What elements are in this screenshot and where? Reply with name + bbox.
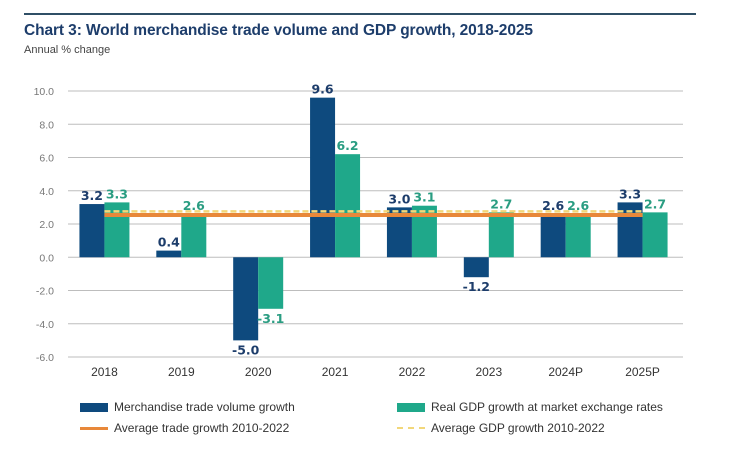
y-tick-label: 0.0 — [39, 252, 54, 264]
y-axis-ticks: 10.0 8.0 6.0 4.0 2.0 0.0 -2.0 -4.0 -6.0 — [34, 86, 55, 364]
legend-label-avg-gdp: Average GDP growth 2010-2022 — [431, 421, 605, 435]
bar-trade — [156, 250, 182, 258]
value-label-gdp: -3.1 — [257, 311, 284, 326]
x-tick-label: 2025P — [625, 365, 660, 379]
legend-label-trade: Merchandise trade volume growth — [114, 400, 295, 414]
y-tick-label: 2.0 — [39, 219, 54, 231]
value-label-trade: 9.6 — [311, 82, 333, 97]
value-label-gdp: 2.7 — [490, 196, 512, 211]
value-label-trade: 3.2 — [81, 188, 103, 203]
legend-item-avg-gdp: Average GDP growth 2010-2022 — [397, 421, 605, 435]
x-tick-label: 2021 — [322, 365, 349, 379]
legend-swatch-avg-gdp — [397, 427, 425, 429]
value-label-trade: 3.0 — [388, 191, 410, 206]
value-label-trade: 2.6 — [542, 198, 564, 213]
bar-gdp — [565, 214, 591, 258]
legend-label-gdp: Real GDP growth at market exchange rates — [431, 400, 663, 414]
y-tick-label: 10.0 — [34, 86, 55, 98]
value-label-gdp: 2.7 — [644, 196, 666, 211]
legend-item-gdp: Real GDP growth at market exchange rates — [397, 400, 663, 414]
bars — [79, 97, 668, 341]
value-label-trade: 0.4 — [158, 235, 180, 250]
x-tick-label: 2020 — [245, 365, 272, 379]
bar-trade — [463, 257, 489, 278]
x-tick-label: 2018 — [91, 365, 118, 379]
legend-label-avg-trade: Average trade growth 2010-2022 — [114, 421, 290, 435]
x-tick-label: 2019 — [168, 365, 195, 379]
value-label-trade: -1.2 — [463, 279, 490, 294]
value-label-gdp: 6.2 — [336, 138, 358, 153]
legend-swatch-gdp — [397, 402, 425, 412]
x-axis-labels: 2018 2019 2020 2021 2022 2023 2024P 2025P — [91, 365, 660, 379]
x-tick-label: 2024P — [548, 365, 583, 379]
value-label-trade: -5.0 — [232, 342, 260, 357]
bar-gdp — [642, 212, 668, 258]
legend-item-avg-trade: Average trade growth 2010-2022 — [80, 421, 289, 435]
y-tick-label: -6.0 — [36, 352, 54, 364]
bar-gdp — [335, 154, 361, 258]
value-labels: 3.2 3.30.42.6-5.0-3.19.66.23.0 3.1-1.22.7 2… — [81, 82, 666, 358]
gridlines — [68, 90, 683, 358]
value-label-gdp: 3.1 — [413, 190, 435, 205]
reference-lines — [104, 210, 643, 218]
bar-gdp — [258, 257, 284, 309]
value-label-trade: 3.3 — [619, 186, 641, 201]
legend-swatch-trade — [80, 402, 108, 412]
y-tick-label: 6.0 — [39, 153, 54, 165]
bar-gdp — [181, 214, 207, 258]
top-rule — [24, 13, 696, 15]
chart-subtitle: Annual % change — [24, 44, 111, 56]
y-tick-label: 4.0 — [39, 186, 54, 198]
value-label-gdp: 3.3 — [106, 186, 128, 201]
value-label-gdp: 2.6 — [567, 198, 589, 213]
value-label-gdp: 2.6 — [183, 198, 205, 213]
bar-gdp — [488, 212, 514, 258]
bar-trade — [233, 257, 259, 341]
legend-item-trade: Merchandise trade volume growth — [80, 400, 295, 414]
bar-trade — [540, 214, 566, 258]
x-tick-label: 2022 — [399, 365, 426, 379]
chart-title: Chart 3: World merchandise trade volume … — [24, 22, 533, 39]
x-tick-label: 2023 — [475, 365, 502, 379]
y-tick-label: -2.0 — [36, 286, 54, 298]
legend-swatch-avg-trade — [80, 426, 108, 430]
bar-trade — [79, 204, 105, 258]
y-tick-label: 8.0 — [39, 119, 54, 131]
y-tick-label: -4.0 — [36, 319, 54, 331]
bar-trade — [310, 97, 336, 258]
